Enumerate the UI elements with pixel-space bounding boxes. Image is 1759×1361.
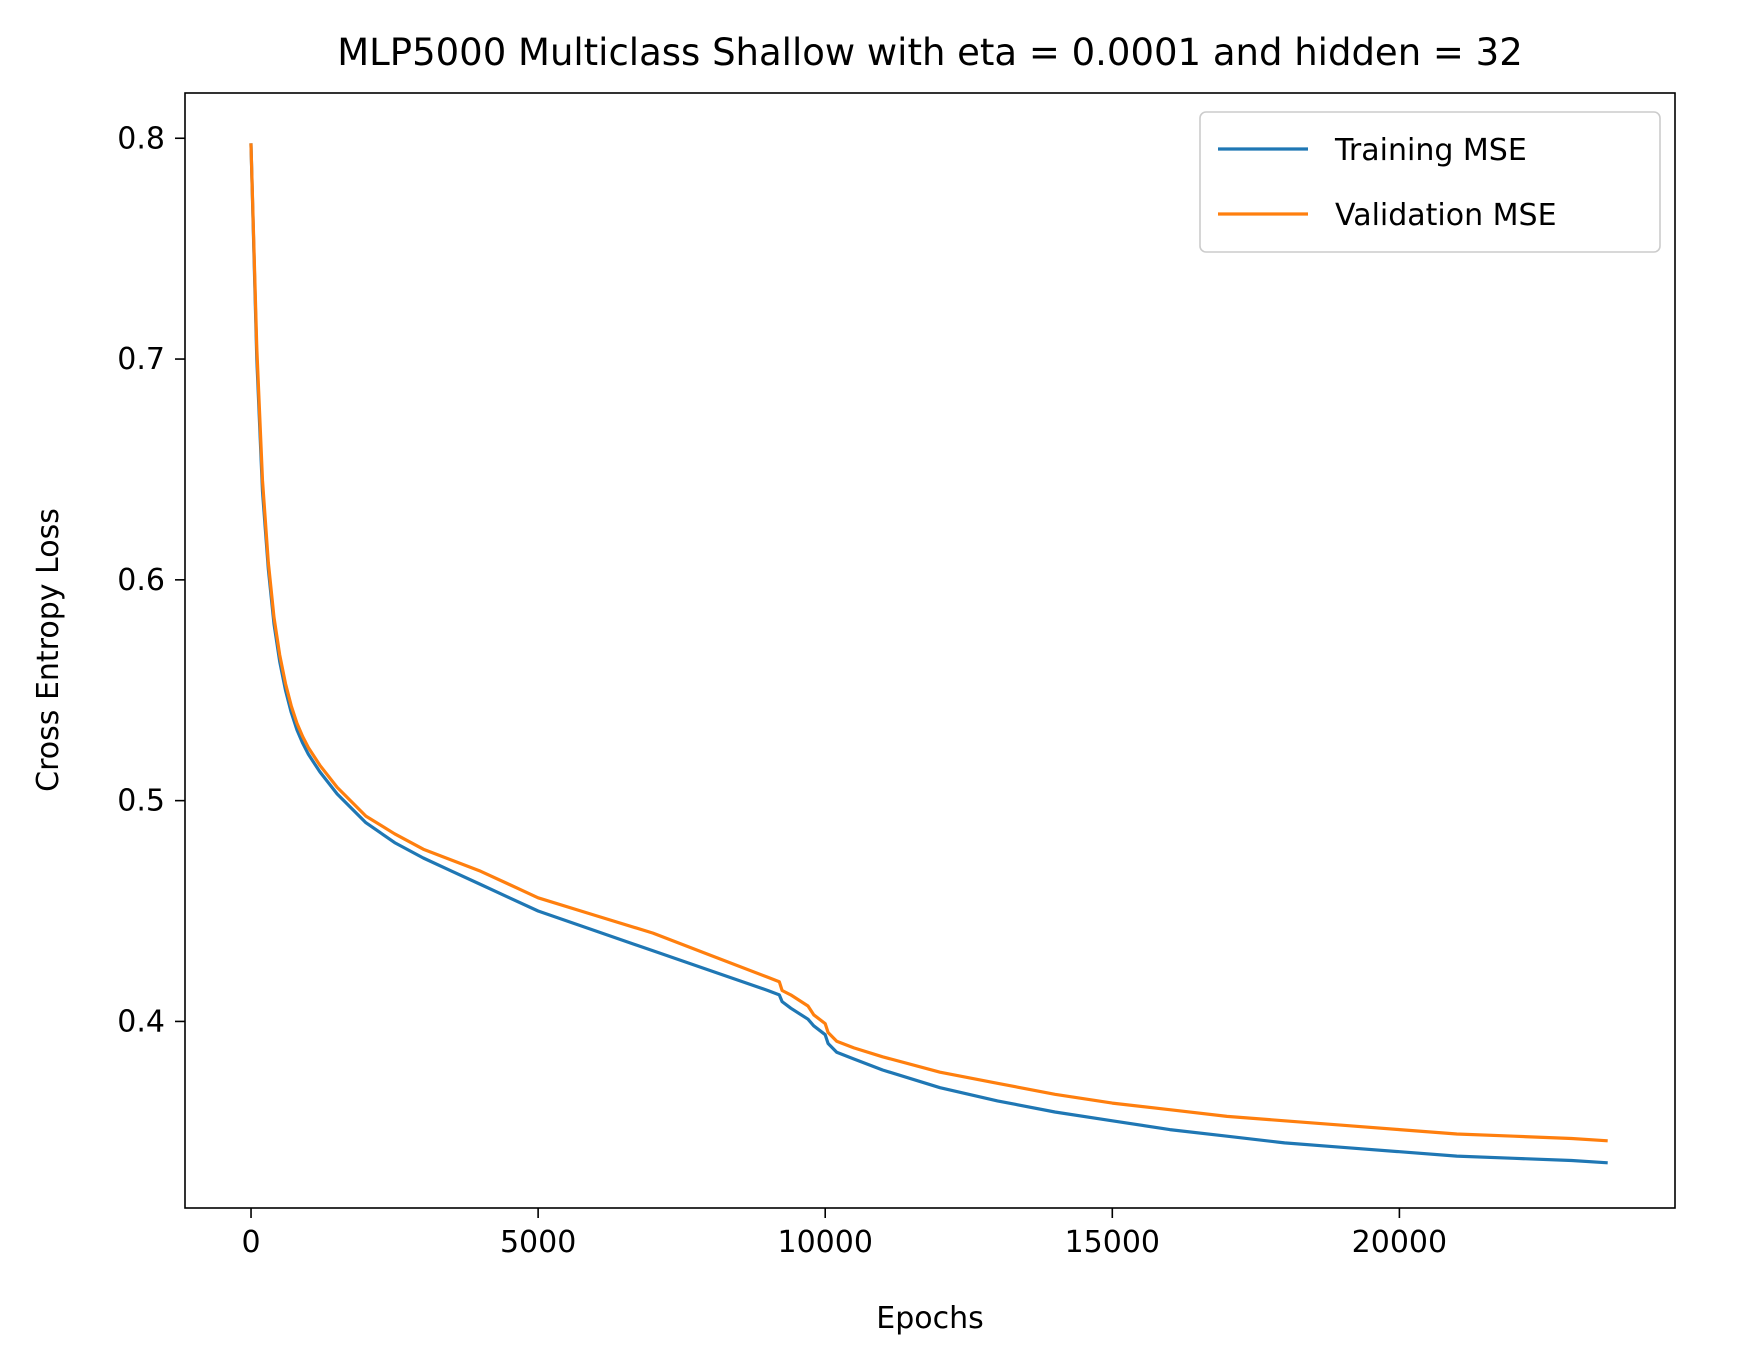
series-lines [249,143,1608,1165]
y-tick-label: 0.4 [117,1004,165,1039]
x-axis-label: Epochs [876,1301,984,1336]
series-line-validation [249,143,1608,1143]
ticks: 0 5000 10000 15000 20000 0.4 0.5 0.6 0.7 0.8 [117,121,1447,1260]
chart-title: MLP5000 Multiclass Shallow with eta = 0.… [337,31,1523,74]
x-tick-label: 15000 [1065,1225,1160,1260]
x-tick-label: 5000 [500,1225,576,1260]
plot-area-frame [184,92,1676,1209]
y-tick-label: 0.8 [117,121,165,156]
legend-label-training: Training MSE [1334,133,1527,168]
y-axis-label: Cross Entropy Loss [31,508,66,792]
legend-box [1199,111,1661,253]
y-tick-label: 0.7 [117,342,165,377]
x-tick-label: 20000 [1352,1225,1447,1260]
y-tick-label: 0.5 [117,784,165,819]
y-tick-label: 0.6 [117,563,165,598]
legend: Training MSE Validation MSE [1199,111,1661,253]
series-line-training [249,143,1608,1165]
legend-label-validation: Validation MSE [1335,198,1557,233]
x-tick-label: 0 [241,1225,260,1260]
x-tick-label: 10000 [777,1225,872,1260]
